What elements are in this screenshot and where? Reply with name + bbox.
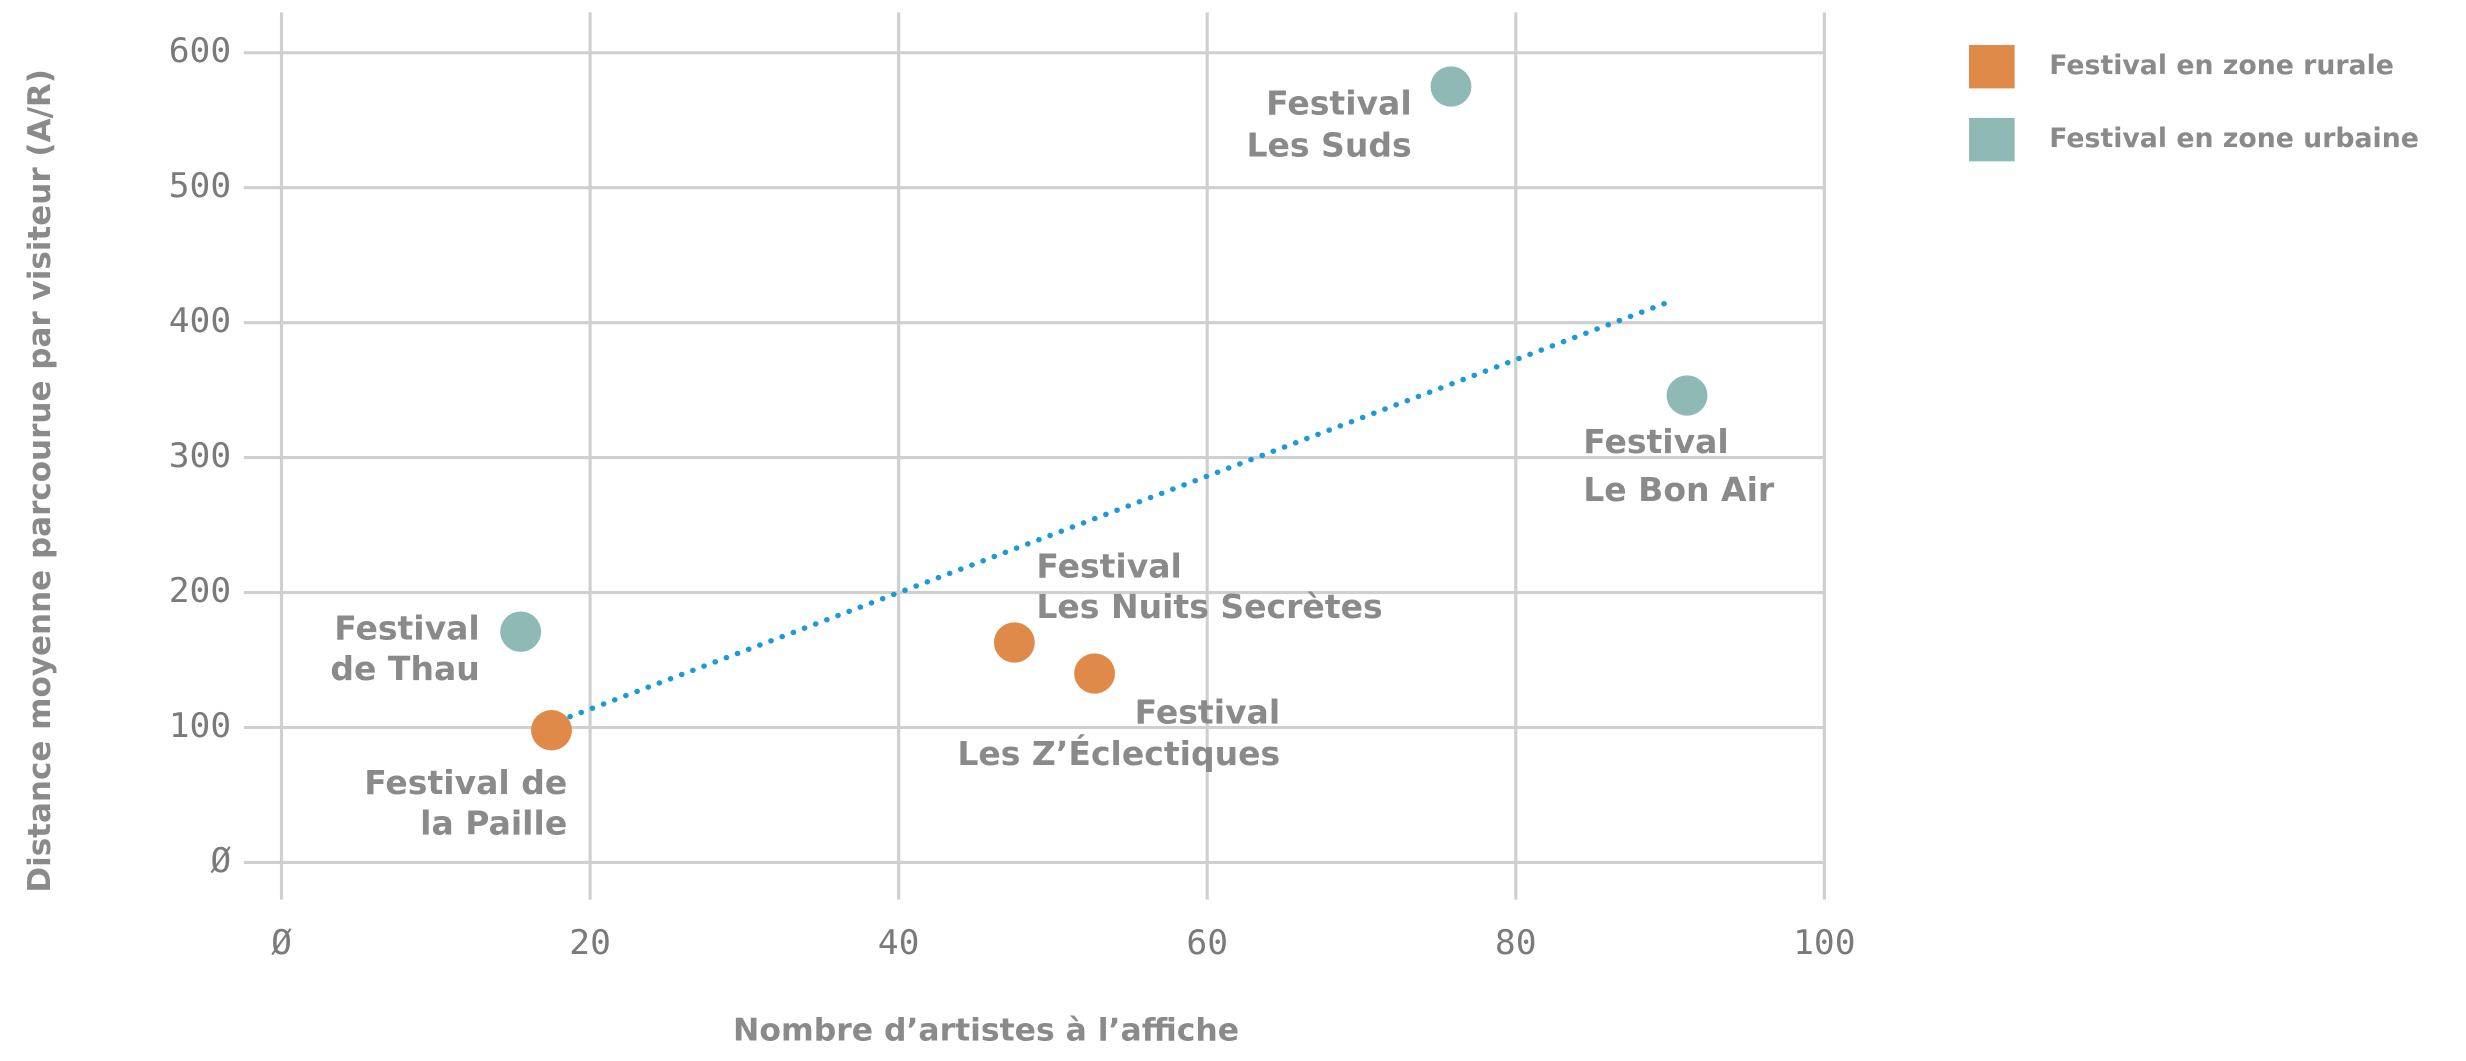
point-label: Le Bon Air: [1583, 471, 1775, 509]
x-axis-label: Nombre d’artistes à l’affiche: [733, 1013, 1239, 1049]
x-tick-label: 100: [1793, 923, 1855, 963]
point: [1430, 66, 1472, 107]
trend-line: [567, 296, 1678, 720]
point-label: Les Z’Éclectiques: [957, 733, 1280, 773]
legend-swatch: [1969, 117, 2015, 162]
point-label: la Paille: [420, 804, 567, 842]
y-tick-label: 500: [169, 166, 231, 206]
y-tick-label: 600: [169, 31, 231, 71]
x-tick-label: 20: [569, 923, 611, 963]
x-tick-label: 40: [878, 923, 920, 963]
point-label: de Thau: [330, 650, 479, 688]
y-tick-label: 400: [169, 301, 231, 341]
y-tick-label: 200: [169, 571, 231, 611]
point-label: Festival de: [364, 764, 567, 802]
point: [993, 622, 1035, 663]
y-tick-label: 300: [169, 436, 231, 476]
y-tick-label: Ø: [210, 841, 231, 881]
point: [500, 611, 542, 652]
legend-label: Festival en zone rurale: [2049, 50, 2394, 81]
legend-label: Festival en zone urbaine: [2049, 123, 2419, 154]
point-label: Festival: [334, 610, 480, 648]
point-label: Les Suds: [1246, 127, 1411, 165]
point: [531, 710, 572, 751]
y-tick-label: 100: [169, 706, 231, 746]
y-axis-label: Distance moyenne parcourue par visiteur …: [22, 69, 58, 893]
point: [1666, 375, 1708, 416]
point: [1074, 653, 1116, 694]
x-tick-label: 60: [1186, 923, 1228, 963]
point-label: Festival: [1583, 423, 1729, 461]
point-label: Festival: [1036, 548, 1182, 586]
x-tick-label: 80: [1495, 923, 1537, 963]
point-label: Les Nuits Secrètes: [1036, 588, 1382, 626]
point-label: Festival: [1135, 693, 1281, 731]
point-label: Festival: [1266, 85, 1412, 123]
legend-swatch: [1969, 44, 2015, 89]
x-tick-label: Ø: [271, 923, 292, 963]
